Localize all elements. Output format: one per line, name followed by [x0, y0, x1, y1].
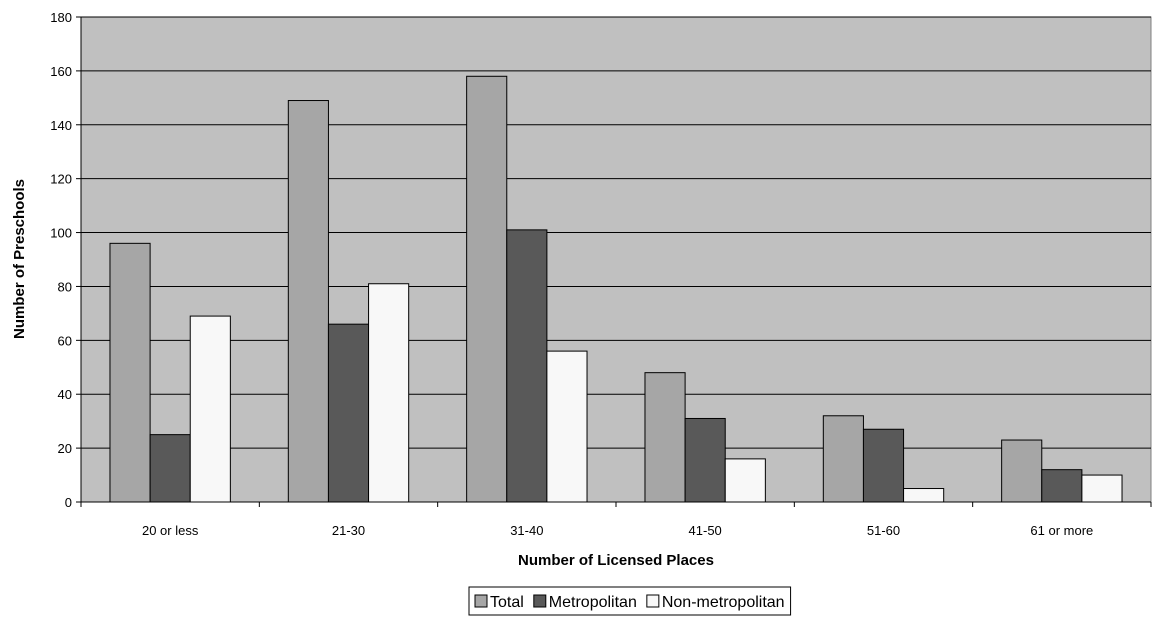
- bar-metropolitan-3: [684, 417, 726, 503]
- x-tick-label: 20 or less: [142, 523, 199, 538]
- legend: Total Metropolitan Non-metropolitan: [468, 586, 792, 616]
- x-tick-labels: 20 or less 21-30 31-40 41-50 51-60 61 or more: [142, 523, 1093, 538]
- y-tick-label: 100: [50, 226, 72, 241]
- x-tick-label: 21-30: [332, 523, 365, 538]
- bar-non-metropolitan-1: [368, 283, 410, 503]
- legend-label: Total: [490, 594, 524, 611]
- legend-label: Non-metropolitan: [662, 594, 785, 611]
- gridlines: [81, 16, 1151, 449]
- bar-metropolitan-0: [149, 434, 191, 503]
- legend-swatch: [533, 594, 547, 608]
- y-tick-label: 20: [58, 441, 72, 456]
- bar-metropolitan-5: [1041, 469, 1083, 503]
- bar-metropolitan-1: [327, 323, 370, 503]
- legend-swatch: [474, 594, 488, 608]
- bar-total-3: [644, 372, 686, 503]
- x-tick-label: 41-50: [689, 523, 722, 538]
- legend-frame: [468, 586, 792, 616]
- bar-non-metropolitan-0: [189, 315, 231, 503]
- y-tick-label: 0: [65, 495, 72, 510]
- y-tick-label: 180: [50, 10, 72, 25]
- y-tick-label: 120: [50, 172, 72, 187]
- y-tick-label: 40: [58, 387, 72, 402]
- bar-metropolitan-4: [862, 428, 905, 503]
- bar-metropolitan-2: [506, 229, 548, 503]
- bars: [109, 75, 1123, 503]
- bar-total-0: [109, 242, 151, 503]
- bar-non-metropolitan-5: [1081, 474, 1123, 503]
- bar-non-metropolitan-2: [546, 350, 588, 503]
- y-axis-title: Number of Preschools: [11, 179, 28, 339]
- bar-total-5: [1001, 439, 1043, 503]
- bar-non-metropolitan-4: [903, 488, 945, 503]
- bar-total-4: [822, 415, 864, 503]
- bar-total-1: [287, 100, 329, 503]
- plot-area: [80, 16, 1152, 503]
- x-tick-label: 51-60: [867, 523, 900, 538]
- y-tick-label: 80: [58, 279, 72, 294]
- axes: [76, 16, 1152, 507]
- y-tick-labels: 0 20 40 60 80 100 120 140 160 180: [50, 10, 72, 510]
- x-tick-label: 31-40: [510, 523, 543, 538]
- x-tick-label: 61 or more: [1030, 523, 1093, 538]
- y-tick-label: 160: [50, 64, 72, 79]
- legend-label: Metropolitan: [549, 594, 637, 611]
- legend-swatch: [646, 594, 660, 608]
- x-axis-title: Number of Licensed Places: [518, 552, 714, 569]
- bar-non-metropolitan-3: [724, 458, 766, 503]
- y-tick-label: 60: [58, 333, 72, 348]
- bar-total-2: [466, 75, 508, 503]
- y-tick-label: 140: [50, 118, 72, 133]
